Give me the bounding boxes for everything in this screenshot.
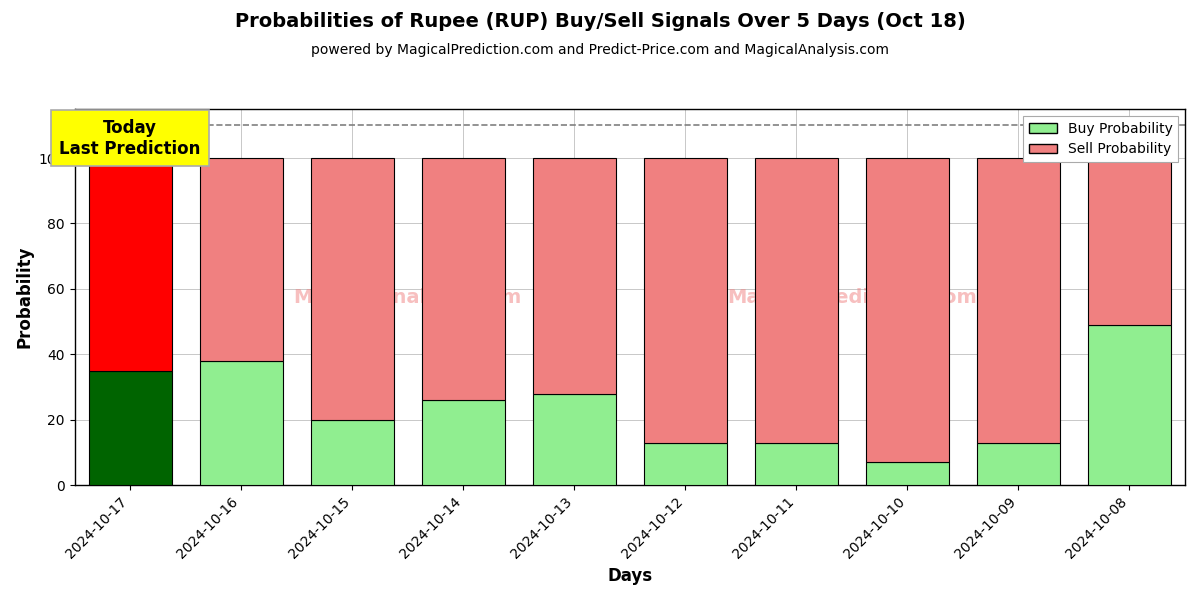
- Bar: [533, 394, 616, 485]
- Bar: [865, 462, 949, 485]
- Bar: [643, 158, 727, 443]
- Bar: [1088, 325, 1171, 485]
- Bar: [89, 158, 172, 371]
- Text: MagicalAnalysis.com: MagicalAnalysis.com: [294, 287, 522, 307]
- Text: MagicalPrediction.com: MagicalPrediction.com: [727, 287, 977, 307]
- Y-axis label: Probability: Probability: [16, 246, 34, 349]
- Text: Today
Last Prediction: Today Last Prediction: [60, 119, 200, 158]
- Bar: [755, 158, 838, 443]
- Bar: [865, 158, 949, 462]
- Bar: [533, 158, 616, 394]
- Bar: [89, 371, 172, 485]
- Bar: [421, 400, 505, 485]
- Bar: [977, 443, 1060, 485]
- Bar: [199, 158, 283, 361]
- Bar: [311, 158, 394, 420]
- Bar: [977, 158, 1060, 443]
- Text: powered by MagicalPrediction.com and Predict-Price.com and MagicalAnalysis.com: powered by MagicalPrediction.com and Pre…: [311, 43, 889, 57]
- Bar: [311, 420, 394, 485]
- Bar: [755, 443, 838, 485]
- Legend: Buy Probability, Sell Probability: Buy Probability, Sell Probability: [1024, 116, 1178, 162]
- X-axis label: Days: Days: [607, 567, 653, 585]
- Bar: [199, 361, 283, 485]
- Bar: [421, 158, 505, 400]
- Bar: [1088, 158, 1171, 325]
- Text: Probabilities of Rupee (RUP) Buy/Sell Signals Over 5 Days (Oct 18): Probabilities of Rupee (RUP) Buy/Sell Si…: [235, 12, 965, 31]
- Bar: [643, 443, 727, 485]
